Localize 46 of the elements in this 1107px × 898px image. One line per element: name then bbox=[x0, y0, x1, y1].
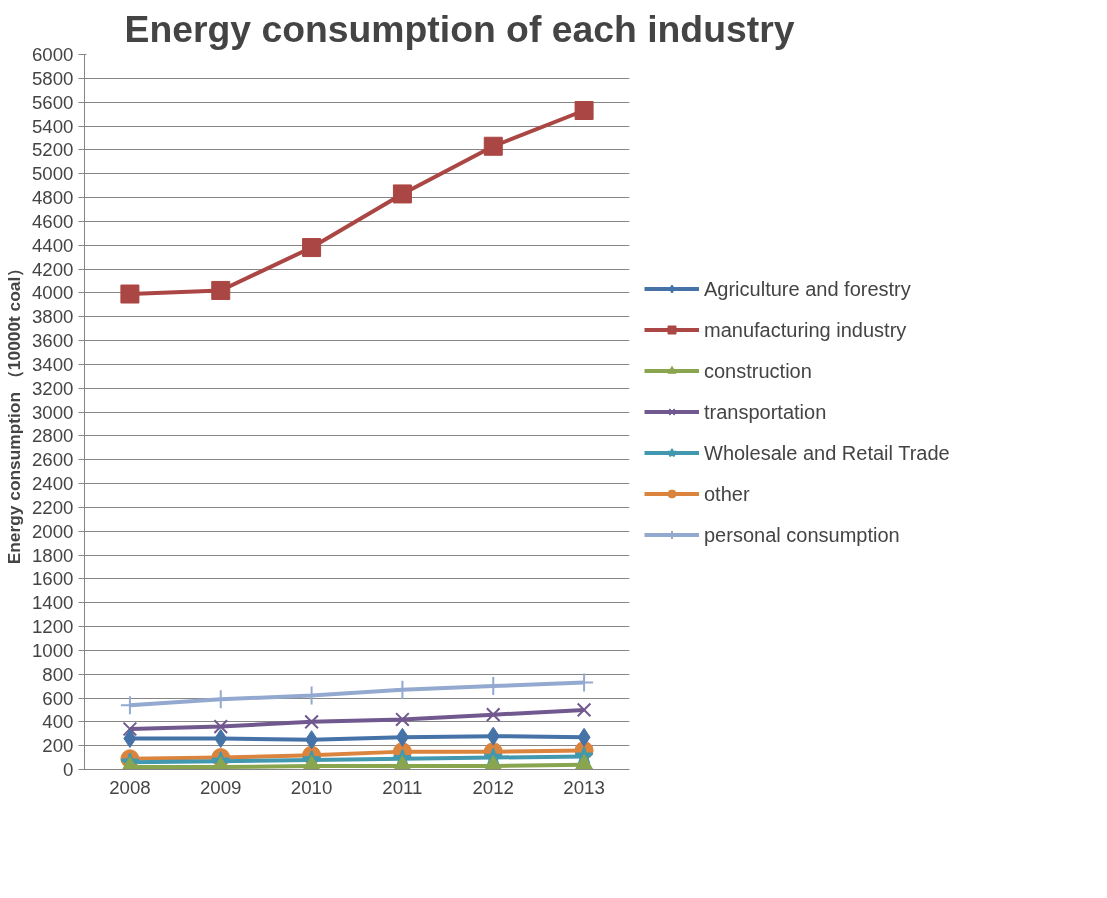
x-tick-label: 2009 bbox=[200, 776, 242, 798]
y-tick-label: 6000 bbox=[32, 44, 74, 65]
y-tick-label: 1000 bbox=[32, 639, 74, 661]
y-tick-label: 4400 bbox=[32, 234, 74, 256]
y-tick-label: 5800 bbox=[32, 67, 74, 89]
y-tick-label: 2000 bbox=[32, 520, 74, 542]
legend-label: transportation bbox=[704, 400, 827, 423]
legend-label: Agriculture and forestry bbox=[704, 277, 911, 300]
legend-label: other bbox=[704, 482, 750, 505]
y-tick-label: 800 bbox=[42, 663, 74, 685]
legend-label: manufacturing industry bbox=[704, 318, 907, 341]
y-tick-label: 4200 bbox=[32, 258, 74, 280]
y-tick-label: 3200 bbox=[32, 377, 74, 399]
y-tick-label: 5600 bbox=[32, 91, 74, 113]
y-tick-label: 2400 bbox=[32, 473, 74, 494]
y-tick-label: 2800 bbox=[32, 425, 74, 447]
y-tick-label: 3400 bbox=[32, 353, 74, 375]
y-tick-label: 3000 bbox=[32, 401, 74, 423]
y-tick-label: 1200 bbox=[32, 616, 74, 637]
y-tick-label: 3600 bbox=[32, 330, 74, 351]
y-tick-label: 5200 bbox=[32, 139, 74, 161]
x-tick-label: 2011 bbox=[382, 776, 423, 798]
y-tick-label: 4000 bbox=[32, 282, 74, 304]
y-tick-label: 200 bbox=[42, 735, 74, 757]
chart-title: Energy consumption of each industry bbox=[124, 7, 795, 50]
y-tick-label: 4800 bbox=[32, 187, 74, 208]
y-tick-label: 0 bbox=[63, 759, 74, 780]
y-tick-label: 3800 bbox=[32, 306, 74, 328]
y-tick-label: 4600 bbox=[32, 210, 74, 232]
y-tick-label: 1800 bbox=[32, 544, 74, 566]
x-tick-label: 2013 bbox=[563, 776, 605, 798]
x-tick-label: 2012 bbox=[472, 776, 515, 798]
legend-label: construction bbox=[704, 359, 812, 382]
x-tick-label: 2008 bbox=[109, 776, 151, 798]
y-tick-label: 400 bbox=[42, 711, 74, 733]
y-tick-label: 1600 bbox=[32, 568, 74, 590]
x-tick-label: 2010 bbox=[290, 776, 333, 798]
y-tick-label: 5400 bbox=[32, 115, 74, 137]
y-axis-title: Energy consumption （10000t coal） bbox=[4, 259, 24, 565]
y-tick-label: 1400 bbox=[32, 592, 74, 614]
y-tick-label: 5000 bbox=[32, 163, 74, 185]
y-tick-label: 2600 bbox=[32, 449, 74, 471]
legend-label: personal consumption bbox=[704, 523, 900, 546]
y-tick-label: 600 bbox=[42, 687, 74, 709]
legend-label: Wholesale and Retail Trade bbox=[704, 441, 950, 464]
y-tick-label: 2200 bbox=[32, 496, 74, 518]
